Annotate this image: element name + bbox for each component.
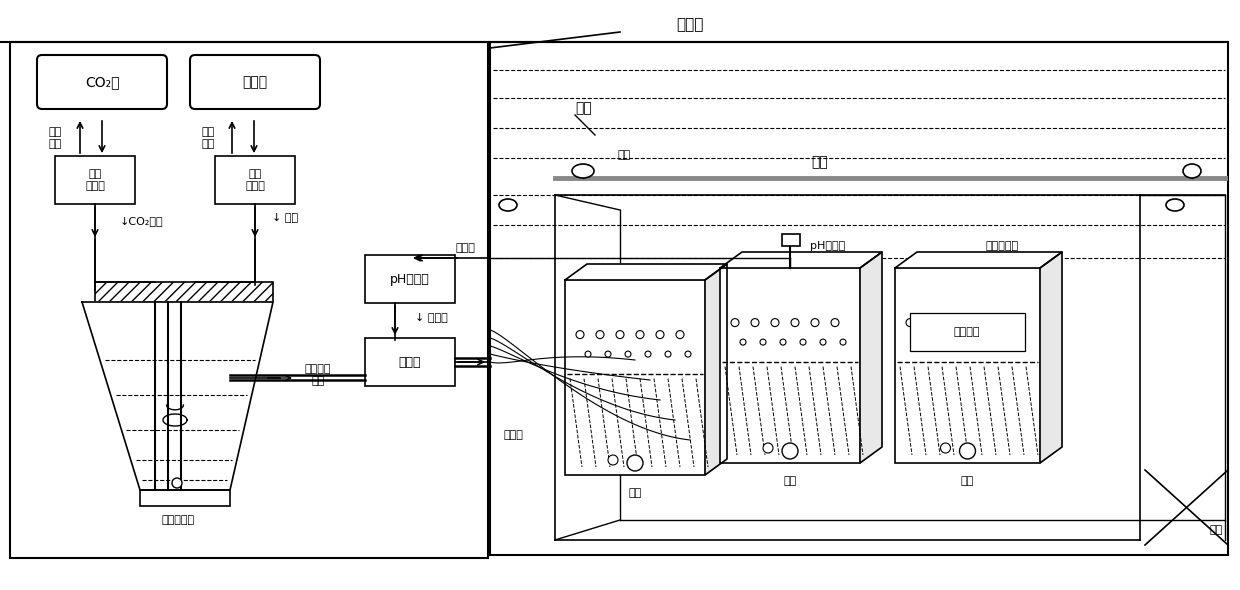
Bar xyxy=(55,156,135,204)
Text: 平台面: 平台面 xyxy=(676,18,703,32)
Circle shape xyxy=(831,319,839,327)
Circle shape xyxy=(955,339,961,345)
Text: 围网: 围网 xyxy=(1210,525,1223,535)
Text: 双层实验池: 双层实验池 xyxy=(985,241,1018,251)
Polygon shape xyxy=(565,264,727,280)
Text: 气石: 气石 xyxy=(629,488,641,498)
Polygon shape xyxy=(895,252,1061,268)
Text: 气压
信号: 气压 信号 xyxy=(48,127,62,149)
Text: 饱和酸性
气体: 饱和酸性 气体 xyxy=(305,364,331,386)
Circle shape xyxy=(676,330,684,339)
Bar xyxy=(365,338,455,386)
Text: 空气罐: 空气罐 xyxy=(243,75,268,89)
Bar xyxy=(140,490,229,506)
Circle shape xyxy=(636,330,644,339)
Polygon shape xyxy=(1040,252,1061,463)
Circle shape xyxy=(940,443,951,453)
Circle shape xyxy=(1006,319,1014,327)
Circle shape xyxy=(751,319,759,327)
Text: 计量泵: 计量泵 xyxy=(399,356,422,369)
Circle shape xyxy=(960,443,976,459)
Circle shape xyxy=(771,319,779,327)
Text: ↓ 电信号: ↓ 电信号 xyxy=(415,313,448,323)
Circle shape xyxy=(172,478,182,488)
Bar xyxy=(720,268,861,463)
Circle shape xyxy=(596,330,604,339)
Circle shape xyxy=(625,351,631,357)
Text: 海面: 海面 xyxy=(812,155,828,169)
Circle shape xyxy=(915,339,921,345)
Circle shape xyxy=(986,319,994,327)
Bar xyxy=(490,42,1228,555)
Circle shape xyxy=(839,339,846,345)
Circle shape xyxy=(780,339,786,345)
Circle shape xyxy=(627,455,644,471)
Bar xyxy=(365,255,455,303)
Circle shape xyxy=(994,339,1001,345)
Circle shape xyxy=(616,330,624,339)
Circle shape xyxy=(926,319,934,327)
Polygon shape xyxy=(706,264,727,475)
Text: 电信号: 电信号 xyxy=(455,243,475,253)
Text: 海水: 海水 xyxy=(575,101,591,115)
Circle shape xyxy=(800,339,806,345)
Bar xyxy=(565,280,706,475)
Circle shape xyxy=(811,319,818,327)
Circle shape xyxy=(763,443,773,453)
Text: ↓ 空气: ↓ 空气 xyxy=(272,213,298,223)
Ellipse shape xyxy=(498,199,517,211)
Circle shape xyxy=(975,339,981,345)
Text: 实验生物: 实验生物 xyxy=(954,327,981,337)
Circle shape xyxy=(585,351,591,357)
Circle shape xyxy=(656,330,663,339)
Circle shape xyxy=(946,319,954,327)
Text: 气压
信号: 气压 信号 xyxy=(201,127,215,149)
Polygon shape xyxy=(82,302,273,490)
Circle shape xyxy=(1016,339,1021,345)
Circle shape xyxy=(684,351,691,357)
Circle shape xyxy=(966,319,973,327)
Circle shape xyxy=(820,339,826,345)
Polygon shape xyxy=(861,252,882,463)
Circle shape xyxy=(645,351,651,357)
Ellipse shape xyxy=(1166,199,1184,211)
Text: 自动
控流计: 自动 控流计 xyxy=(246,169,265,191)
Text: pH变送器: pH变送器 xyxy=(391,273,430,286)
Ellipse shape xyxy=(1183,164,1202,178)
Polygon shape xyxy=(720,252,882,268)
Bar xyxy=(215,156,295,204)
FancyBboxPatch shape xyxy=(190,55,320,109)
Circle shape xyxy=(791,319,799,327)
Text: 自动
控流计: 自动 控流计 xyxy=(86,169,105,191)
Text: 锥形缓冲瓶: 锥形缓冲瓶 xyxy=(161,515,195,525)
FancyBboxPatch shape xyxy=(37,55,167,109)
Text: 气石: 气石 xyxy=(784,476,796,486)
Circle shape xyxy=(577,330,584,339)
Text: ↓CO₂气体: ↓CO₂气体 xyxy=(120,217,164,227)
Circle shape xyxy=(935,339,941,345)
Ellipse shape xyxy=(572,164,594,178)
Text: CO₂罐: CO₂罐 xyxy=(84,75,119,89)
Text: 浮球: 浮球 xyxy=(618,150,630,160)
Bar xyxy=(910,313,1025,351)
Circle shape xyxy=(605,351,611,357)
Circle shape xyxy=(665,351,671,357)
Text: 分流管: 分流管 xyxy=(503,430,523,440)
Circle shape xyxy=(906,319,914,327)
Circle shape xyxy=(782,443,799,459)
Circle shape xyxy=(760,339,766,345)
Bar xyxy=(95,282,273,302)
Text: pH传感器: pH传感器 xyxy=(810,241,846,251)
Circle shape xyxy=(608,455,618,465)
Circle shape xyxy=(732,319,739,327)
Text: 气石: 气石 xyxy=(960,476,973,486)
Bar xyxy=(10,42,489,558)
Bar xyxy=(782,234,800,246)
Bar xyxy=(895,268,1040,463)
Circle shape xyxy=(740,339,746,345)
